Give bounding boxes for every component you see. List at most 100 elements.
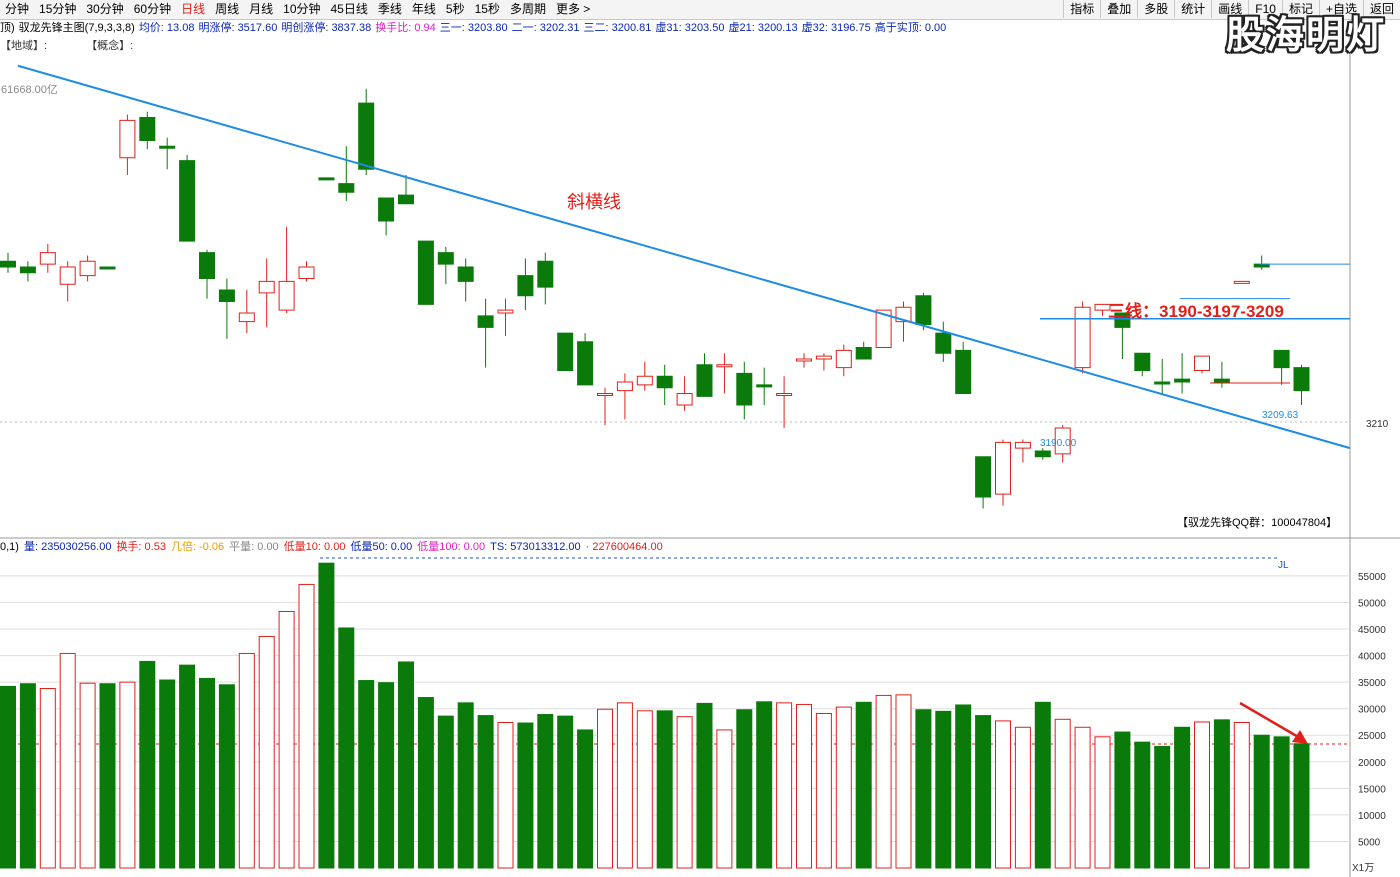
period-tab-14[interactable]: 更多 > (555, 2, 591, 16)
volume-bar (417, 697, 434, 869)
volume-bar (1034, 701, 1051, 869)
volume-bar (1273, 736, 1290, 869)
candle-body (298, 266, 315, 279)
volume-bar (656, 710, 673, 869)
candle-body (835, 349, 852, 369)
tool-button-4[interactable]: 画线 (1211, 0, 1249, 18)
candle-body (338, 183, 355, 193)
period-tab-2[interactable]: 30分钟 (86, 2, 124, 16)
volume-bar (875, 694, 892, 869)
period-tab-8[interactable]: 45日线 (330, 2, 368, 16)
period-tab-13[interactable]: 多周期 (509, 2, 546, 16)
volume-bar (636, 710, 653, 869)
jl-label: JL (1278, 560, 1289, 571)
candle-body (199, 252, 215, 279)
candle-body (0, 260, 16, 268)
volume-bar (676, 716, 693, 869)
candle-body (39, 252, 56, 265)
period-tab-3[interactable]: 60分钟 (133, 2, 172, 16)
watermark-logo: 股海明灯 (1225, 15, 1386, 57)
tag-concept[interactable]: 【概念】: (86, 40, 134, 52)
indicator-value-0: 均价: 13.08 (138, 22, 195, 34)
volume-bar (815, 712, 832, 869)
candle-body (79, 260, 96, 277)
volume-axis-label: 55000 (1358, 572, 1386, 583)
candle-body (616, 381, 633, 392)
tool-button-0[interactable]: 指标 (1063, 0, 1101, 18)
period-tab-0[interactable]: 分钟 (5, 2, 30, 16)
volume-bar (477, 715, 494, 869)
volume-bar (79, 682, 96, 869)
level-label-3190: 3190.00 (1040, 438, 1077, 449)
period-tab-9[interactable]: 季线 (377, 2, 402, 16)
price-axis-label: 3210 (1366, 419, 1389, 430)
volume-value-3: 平量: 0.00 (229, 541, 279, 553)
candle-body (1034, 450, 1051, 458)
volume-value-2: 几倍: -0.06 (170, 541, 225, 553)
tag-region[interactable]: 【地域】: (0, 40, 48, 52)
candle-body (716, 364, 733, 368)
candle-body (99, 266, 116, 270)
period-tabs: 分钟 15分钟 30分钟 60分钟 日线 周线 月线 10分钟 45日线 季线 年线 5秒 15秒 多周期… (0, 0, 595, 19)
volume-bar (358, 680, 375, 869)
tool-button-7[interactable]: +自选 (1318, 0, 1363, 18)
volume-bar (835, 706, 852, 869)
period-tab-5[interactable]: 周线 (215, 2, 240, 16)
candle-body (935, 332, 952, 354)
period-tab-1[interactable]: 15分钟 (39, 2, 77, 16)
candle-body (1154, 381, 1171, 385)
tool-button-3[interactable]: 统计 (1174, 0, 1212, 18)
period-tab-4[interactable]: 日线 (181, 2, 206, 16)
volume-value-4: 低量10: 0.00 (283, 541, 346, 553)
volume-bar (736, 709, 753, 869)
volume-bar (1114, 731, 1131, 869)
volume-axis-label: 50000 (1358, 598, 1386, 609)
candle-body (1213, 378, 1230, 383)
period-tab-11[interactable]: 5秒 (445, 2, 465, 16)
volume-axis-label: 5000 (1358, 837, 1381, 848)
volume-bar (497, 721, 514, 869)
volume-bar (1213, 719, 1230, 869)
period-tab-7[interactable]: 10分钟 (283, 2, 321, 16)
tool-button-6[interactable]: 标记 (1281, 0, 1319, 18)
main-indicator-bar: 顶) 驭龙先锋主图(7,9,3,3,8) 均价: 13.08 明涨停: 3517.… (0, 20, 1400, 37)
tool-button-2[interactable]: 多股 (1137, 0, 1175, 18)
volume-value-6: 低量100: 0.00 (417, 541, 486, 553)
trend-arrow-head (1292, 730, 1308, 744)
indicator-value-7: 虚31: 3203.50 (655, 22, 725, 34)
candle-body (278, 280, 295, 311)
volume-bar (776, 702, 793, 869)
volume-bar (238, 652, 255, 869)
candle-body (1114, 312, 1131, 328)
volume-axis-label: 20000 (1358, 758, 1386, 769)
volume-axis-label: 45000 (1358, 625, 1386, 636)
candle-body (457, 266, 474, 282)
volume-bar (19, 683, 36, 869)
volume-indicator-bar: 0,1) 量: 235030256.00 换手: 0.53 几倍: -0.06 平量:… (0, 540, 668, 555)
candle-body (1174, 378, 1191, 383)
period-tab-10[interactable]: 年线 (411, 2, 436, 16)
volume-bar (179, 664, 196, 869)
tool-button-1[interactable]: 叠加 (1100, 0, 1138, 18)
volume-axis-label: 30000 (1358, 705, 1386, 716)
candle-body (19, 266, 36, 274)
volume-bar (1174, 726, 1191, 869)
volume-bar (517, 722, 534, 869)
period-tab-12[interactable]: 15秒 (474, 2, 500, 16)
volume-bar (855, 701, 872, 869)
volume-bar (1154, 745, 1171, 869)
volume-bar (1233, 721, 1250, 869)
volume-bar (696, 702, 713, 869)
trend-line (17, 64, 1351, 450)
indicator-title[interactable]: 驭龙先锋主图(7,9,3,3,8) (18, 22, 135, 34)
volume-bar (557, 715, 574, 869)
volume-bar (258, 635, 275, 869)
candle-body (1233, 280, 1250, 284)
period-tab-6[interactable]: 月线 (249, 2, 274, 16)
candle-body (1134, 352, 1151, 371)
tool-button-8[interactable]: 返回 (1362, 0, 1400, 18)
candle-body (636, 375, 653, 386)
tool-button-5[interactable]: F10 (1248, 0, 1282, 18)
candle-body (756, 384, 773, 388)
